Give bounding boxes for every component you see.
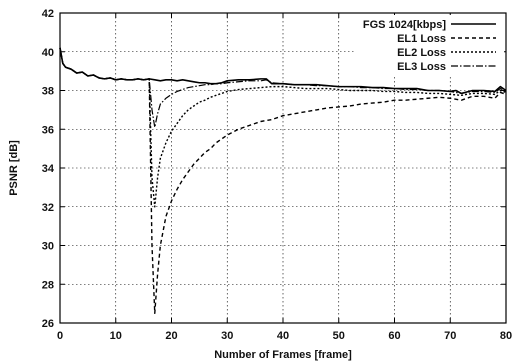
- legend: FGS 1024[kbps] EL1 Loss EL2 Loss EL3 Loss: [356, 15, 504, 75]
- y-tick-label: 36: [42, 124, 54, 136]
- x-tick-label: 20: [165, 330, 177, 342]
- y-tick-label: 42: [42, 8, 54, 20]
- y-tick-label: 40: [42, 47, 54, 59]
- legend-label-0: FGS 1024[kbps]: [363, 19, 446, 31]
- x-tick-label: 80: [500, 330, 512, 342]
- x-tick-label: 60: [388, 330, 400, 342]
- x-tick-label: 0: [57, 330, 63, 342]
- y-tick-label: 30: [42, 241, 54, 253]
- y-tick-label: 38: [42, 86, 54, 98]
- series-lines: [59, 47, 507, 315]
- series-line-0: [59, 47, 507, 95]
- series-line-2: [59, 47, 507, 208]
- y-tick-label: 28: [42, 279, 54, 291]
- x-tick-label: 40: [277, 330, 289, 342]
- y-tick-label: 26: [42, 318, 54, 330]
- x-axis-title: Number of Frames [frame]: [214, 349, 352, 361]
- x-tick-label: 50: [333, 330, 345, 342]
- x-tick-label: 70: [444, 330, 456, 342]
- x-tick-label: 30: [221, 330, 233, 342]
- legend-label-3: EL3 Loss: [397, 61, 446, 73]
- y-tick-label: 32: [42, 202, 54, 214]
- axis-ticks: 0 10 20 30 40 50 60 70 80 26 28 30 32 34 36 38 40 42: [42, 8, 512, 342]
- x-tick-label: 10: [110, 330, 122, 342]
- legend-label-2: EL2 Loss: [397, 47, 446, 59]
- y-axis-title: PSNR [dB]: [8, 140, 20, 196]
- legend-background: [356, 15, 504, 75]
- legend-label-1: EL1 Loss: [397, 33, 446, 45]
- series-line-1: [59, 47, 507, 315]
- y-tick-label: 34: [42, 163, 55, 175]
